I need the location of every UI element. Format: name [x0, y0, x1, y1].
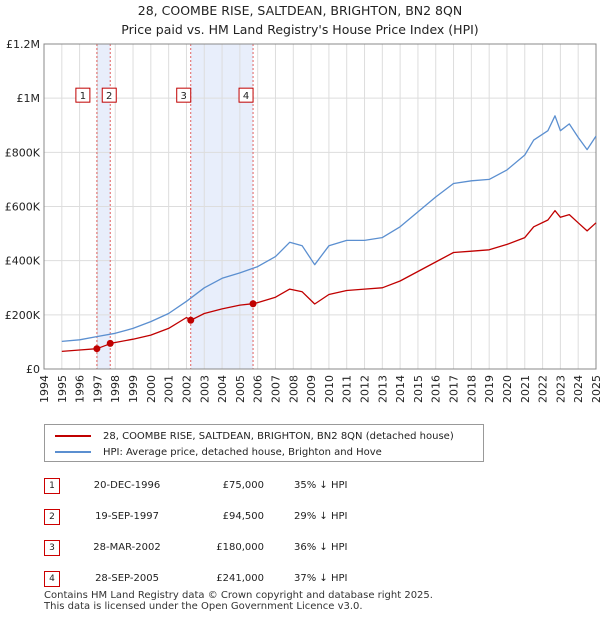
- transaction-price: £75,000: [222, 480, 264, 491]
- x-tick-label: 2024: [572, 375, 585, 403]
- transaction-date: 28-SEP-2005: [95, 573, 159, 584]
- x-tick-label: 2003: [198, 375, 211, 403]
- transaction-hpi-diff: 35% ↓ HPI: [294, 480, 348, 491]
- x-tick-label: 2014: [394, 375, 407, 403]
- x-tick-label: 2001: [163, 375, 176, 403]
- x-tick-label: 2013: [376, 375, 389, 403]
- x-tick-label: 2020: [501, 375, 514, 403]
- x-tick-label: 2005: [234, 375, 247, 403]
- sale-point: [249, 300, 257, 308]
- legend-swatch-hpi: [55, 451, 91, 453]
- x-tick-label: 2007: [269, 375, 282, 403]
- sale-number-box: [75, 87, 91, 103]
- transaction-price: £94,500: [222, 511, 264, 522]
- transaction-hpi-diff: 29% ↓ HPI: [294, 511, 348, 522]
- transaction-price: £180,000: [216, 542, 264, 553]
- transaction-date: 20-DEC-1996: [93, 480, 161, 491]
- y-tick-label: £1.2M: [6, 38, 40, 51]
- y-tick-label: £200K: [5, 309, 41, 322]
- x-tick-label: 2019: [483, 375, 496, 403]
- x-tick-label: 2012: [359, 375, 372, 403]
- transaction-number: 3: [44, 540, 60, 556]
- y-tick-label: £0: [26, 363, 40, 376]
- y-tick-label: £800K: [5, 146, 41, 159]
- y-tick-label: £600K: [5, 201, 41, 214]
- x-tick-label: 2018: [465, 375, 478, 403]
- x-tick-label: 2010: [323, 375, 336, 403]
- sale-point: [93, 345, 101, 353]
- sale-number-label: 4: [243, 91, 249, 102]
- x-tick-label: 2021: [519, 375, 532, 403]
- x-tick-label: 2006: [252, 375, 265, 403]
- x-tick-label: 1996: [74, 375, 87, 403]
- legend-item-hpi: HPI: Average price, detached house, Brig…: [55, 445, 382, 459]
- plot-frame: [43, 43, 597, 370]
- legend-item-property: 28, COOMBE RISE, SALTDEAN, BRIGHTON, BN2…: [55, 429, 454, 443]
- sale-point: [187, 316, 195, 324]
- sale-number-label: 1: [80, 91, 86, 102]
- transaction-date: 19-SEP-1997: [95, 511, 159, 522]
- hpi-series-line: [61, 115, 597, 343]
- legend: 28, COOMBE RISE, SALTDEAN, BRIGHTON, BN2…: [44, 424, 484, 462]
- x-tick-label: 1997: [91, 375, 104, 403]
- transaction-hpi-diff: 37% ↓ HPI: [294, 573, 348, 584]
- sale-number-label: 3: [181, 91, 187, 102]
- x-tick-label: 2004: [216, 375, 229, 403]
- x-tick-label: 1994: [38, 375, 51, 403]
- x-tick-label: 2016: [430, 375, 443, 403]
- x-tick-label: 2025: [590, 375, 600, 403]
- sale-number-box: [101, 87, 117, 103]
- property-series-line: [61, 209, 597, 353]
- x-tick-label: 1998: [109, 375, 122, 403]
- chart-title: 28, COOMBE RISE, SALTDEAN, BRIGHTON, BN2…: [137, 3, 463, 18]
- x-tick-label: 2017: [448, 375, 461, 403]
- x-tick-label: 2009: [305, 375, 318, 403]
- x-tick-label: 2000: [145, 375, 158, 403]
- footer: Contains HM Land Registry data © Crown c…: [44, 590, 433, 612]
- y-tick-label: £400K: [5, 255, 41, 268]
- transaction-hpi-diff: 36% ↓ HPI: [294, 542, 348, 553]
- footer-copyright: Contains HM Land Registry data © Crown c…: [44, 590, 433, 601]
- x-tick-label: 2011: [341, 375, 354, 403]
- sale-number-label: 2: [106, 91, 112, 102]
- chart-subtitle: Price paid vs. HM Land Registry's House …: [121, 22, 479, 37]
- sale-point: [106, 339, 114, 347]
- legend-label-property: 28, COOMBE RISE, SALTDEAN, BRIGHTON, BN2…: [103, 430, 454, 442]
- transaction-number: 2: [44, 509, 60, 525]
- transaction-number: 1: [44, 478, 60, 494]
- x-tick-label: 1995: [56, 375, 69, 403]
- transaction-price: £241,000: [216, 573, 264, 584]
- price-chart: £0 £200K £400K £600K £800K £1M £1.2M 1994 1995 19…: [5, 38, 600, 403]
- x-tick-label: 2008: [287, 375, 300, 403]
- x-tick-label: 1999: [127, 375, 140, 403]
- legend-swatch-property: [55, 435, 91, 437]
- footer-licence: This data is licensed under the Open Gov…: [44, 601, 363, 612]
- x-tick-label: 2022: [537, 375, 550, 403]
- legend-label-hpi: HPI: Average price, detached house, Brig…: [103, 446, 382, 458]
- transaction-number: 4: [44, 571, 60, 587]
- sale-number-box: [176, 87, 192, 103]
- y-tick-label: £1M: [17, 92, 41, 105]
- x-tick-label: 2023: [554, 375, 567, 403]
- sale-number-box: [238, 87, 254, 103]
- x-tick-label: 2015: [412, 375, 425, 403]
- x-tick-label: 2002: [180, 375, 193, 403]
- transaction-date: 28-MAR-2002: [93, 542, 161, 553]
